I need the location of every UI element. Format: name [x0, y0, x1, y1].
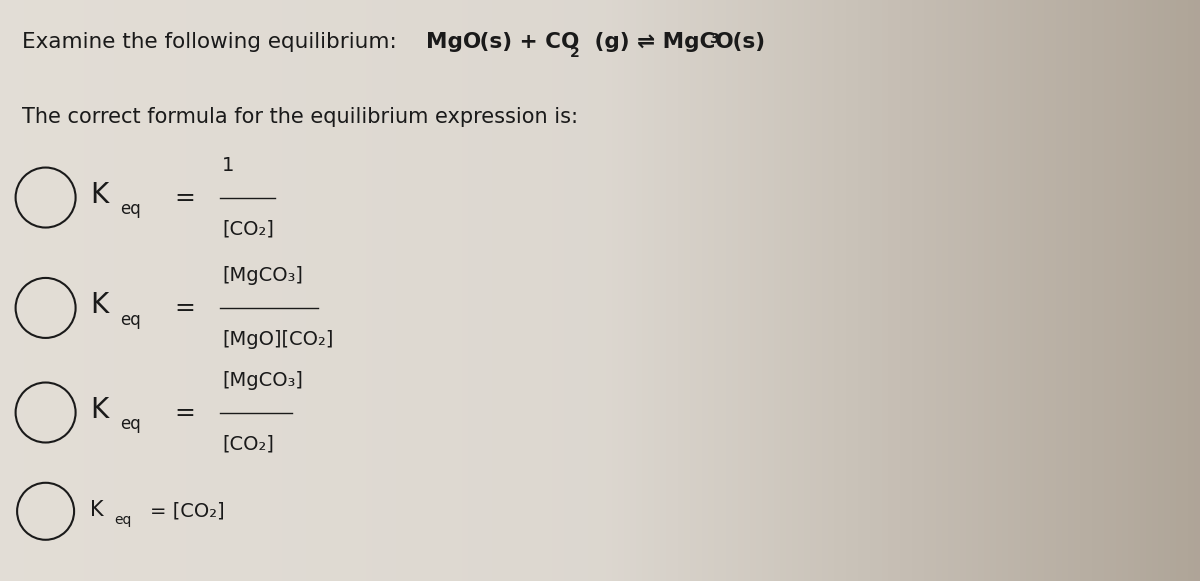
Text: [MgCO₃]: [MgCO₃] [222, 371, 302, 390]
Text: eq: eq [114, 513, 131, 527]
Text: [MgO][CO₂]: [MgO][CO₂] [222, 331, 334, 349]
Text: 2: 2 [570, 46, 580, 60]
Text: =: = [174, 400, 194, 425]
Text: K: K [90, 396, 108, 424]
Text: K: K [90, 291, 108, 319]
Text: eq: eq [120, 311, 140, 328]
Text: (s): (s) [725, 32, 764, 52]
Text: eq: eq [120, 415, 140, 433]
Text: (s) + CO: (s) + CO [472, 32, 578, 52]
Text: Examine the following equilibrium:: Examine the following equilibrium: [22, 32, 396, 52]
Text: =: = [174, 185, 194, 210]
Text: = [CO₂]: = [CO₂] [150, 502, 224, 521]
Text: [MgCO₃]: [MgCO₃] [222, 267, 302, 285]
Text: The correct formula for the equilibrium expression is:: The correct formula for the equilibrium … [22, 107, 577, 127]
Text: eq: eq [120, 200, 140, 218]
Text: K: K [90, 181, 108, 209]
Text: =: = [174, 296, 194, 320]
Text: [CO₂]: [CO₂] [222, 220, 274, 239]
Text: (g) ⇌ MgCO: (g) ⇌ MgCO [587, 32, 733, 52]
Text: 3: 3 [709, 32, 719, 46]
Text: K: K [90, 500, 103, 519]
Text: MgO: MgO [426, 32, 481, 52]
Text: [CO₂]: [CO₂] [222, 435, 274, 454]
Text: 1: 1 [222, 156, 234, 175]
